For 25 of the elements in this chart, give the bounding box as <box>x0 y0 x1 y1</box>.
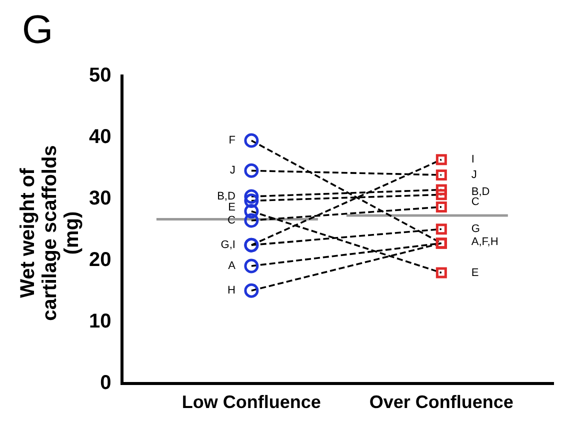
annotation: A,F,H <box>471 236 498 248</box>
annotation: G <box>471 223 480 236</box>
y-tick-label: 50 <box>88 64 112 87</box>
annotation: E <box>471 266 479 279</box>
y-tick-label: 0 <box>100 372 112 394</box>
annotation: B,D <box>217 190 236 203</box>
annotation: H <box>227 284 236 297</box>
chart-title: G <box>22 8 54 53</box>
x-tick-label: Low Confluence <box>182 392 321 412</box>
annotation: F <box>228 134 236 147</box>
y-axis-title: Wet weight of cartilage scaffolds (mg) <box>17 144 83 323</box>
x-tick-label: Over Confluence <box>369 392 514 412</box>
annotation: J <box>230 164 236 177</box>
annotation: J <box>471 169 477 182</box>
y-tick-label: 30 <box>88 187 112 210</box>
annotation: A <box>228 260 236 272</box>
annotation: B,D <box>471 186 490 198</box>
y-tick-label: 20 <box>88 248 112 271</box>
annotation: C <box>227 214 236 227</box>
y-tick-label: 10 <box>88 310 112 332</box>
annotation: G,I <box>220 239 236 252</box>
y-tick-label: 40 <box>88 126 112 148</box>
annotation: E <box>228 202 236 214</box>
annotation: I <box>471 154 474 166</box>
annotation: C <box>471 196 480 208</box>
